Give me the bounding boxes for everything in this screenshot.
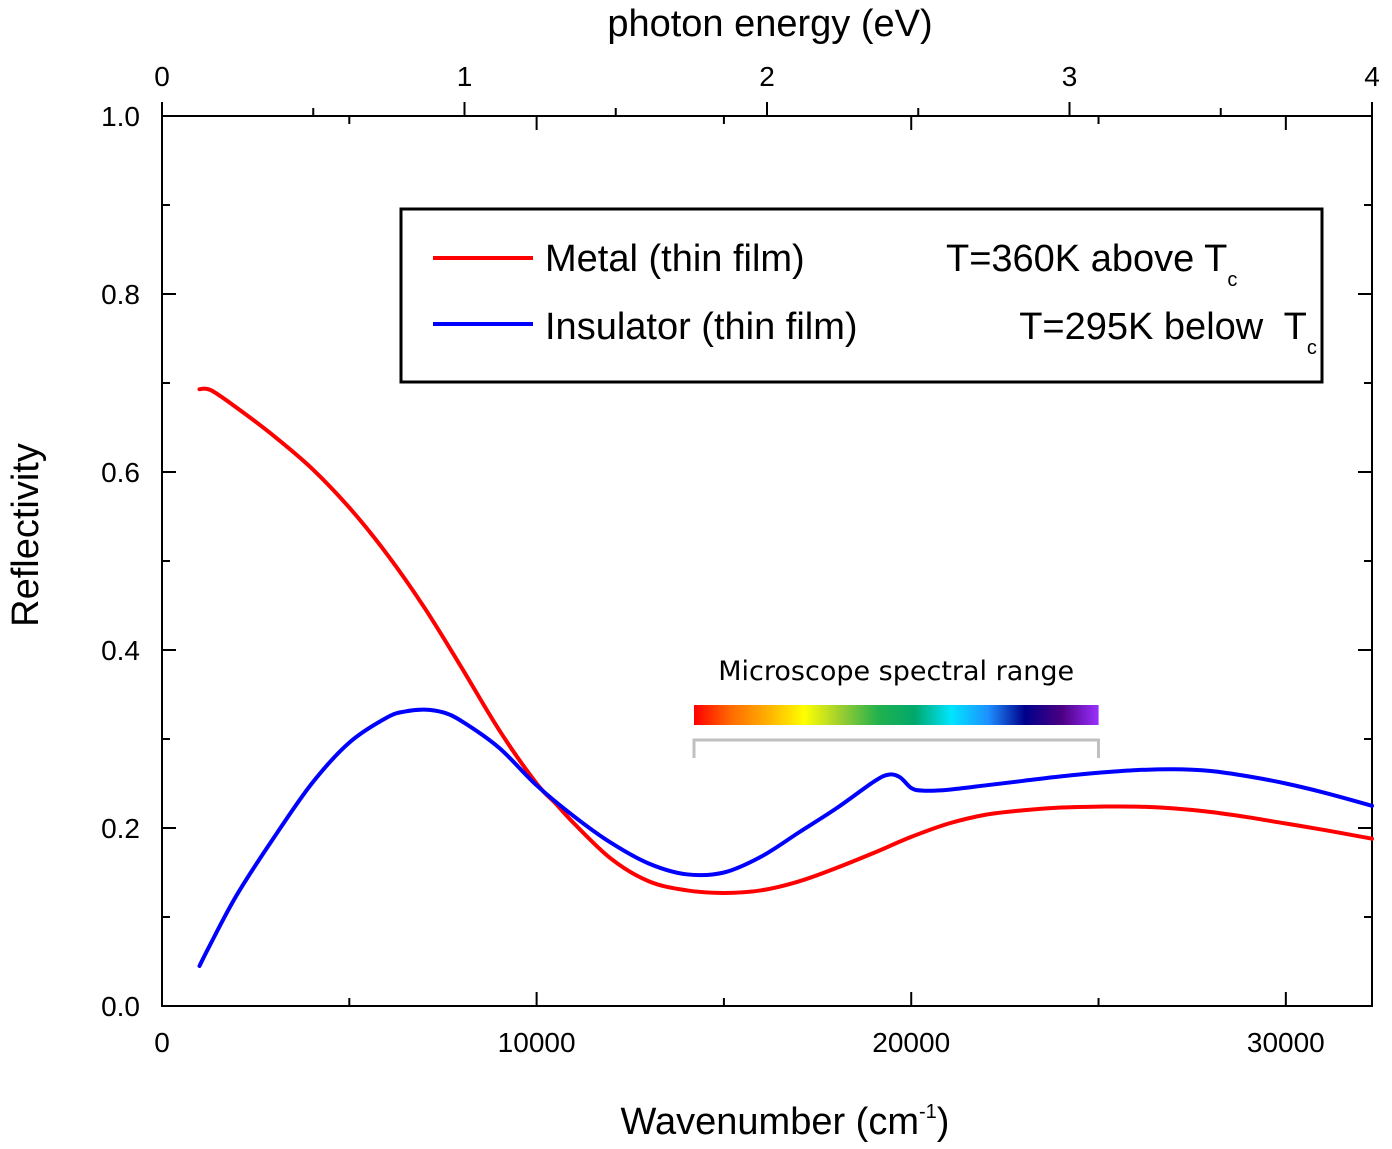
spectrum-color-bar: [694, 705, 1099, 725]
legend-note-insulator-sub: c: [1307, 337, 1317, 359]
top-axis-title: photon energy (eV): [607, 3, 932, 45]
series-lines: [197, 386, 1374, 968]
legend-note-insulator-main: T=295K below T: [1019, 306, 1307, 348]
microscope-range-annotation: Microscope spectral range: [692, 656, 1100, 758]
x-tick-label: 0: [154, 1027, 170, 1058]
legend-note-metal-sub: c: [1227, 269, 1237, 291]
y-tick-label: 0.6: [101, 457, 140, 488]
top-tick-label: 4: [1364, 61, 1380, 92]
legend-note-metal: T=360K above Tc: [946, 238, 1237, 291]
legend-label-metal: Metal (thin film): [545, 238, 805, 280]
legend-label-insulator: Insulator (thin film): [545, 306, 858, 348]
y-tick-label: 0.2: [101, 813, 140, 844]
y-tick-label: 0.8: [101, 279, 140, 310]
top-tick-label: 3: [1062, 61, 1078, 92]
ticks: 0 10000 20000 30000 0 1 2 3 4 0.0 0.2 0.4 0.6 0.8 1.0: [101, 61, 1380, 1058]
top-tick-label: 2: [759, 61, 775, 92]
y-tick-label: 0.4: [101, 635, 140, 666]
top-tick-label: 1: [457, 61, 473, 92]
legend-note-insulator: T=295K below Tc: [946, 306, 1370, 363]
y-tick-label: 0.0: [101, 991, 140, 1022]
range-bracket: [692, 738, 1100, 758]
metal-series-line: [197, 386, 1374, 895]
microscope-range-label: Microscope spectral range: [718, 656, 1074, 687]
insulator-series-line: [197, 707, 1374, 968]
x-axis-title-main: Wavenumber (cm: [621, 1101, 919, 1143]
y-axis-title: Reflectivity: [5, 443, 47, 627]
x-axis-title-sup: -1: [919, 1101, 937, 1123]
x-tick-label: 20000: [872, 1027, 950, 1058]
x-tick-label: 10000: [498, 1027, 576, 1058]
legend-note-metal-main: T=360K above T: [946, 238, 1227, 280]
legend: Metal (thin film) T=360K above Tc Insula…: [399, 207, 1370, 384]
legend-box: [399, 207, 1324, 384]
y-tick-label: 1.0: [101, 101, 140, 132]
top-tick-label: 0: [154, 61, 170, 92]
x-axis-title-end: ): [937, 1101, 950, 1143]
x-tick-label: 30000: [1247, 1027, 1325, 1058]
x-axis-title: Wavenumber (cm-1): [621, 1101, 950, 1143]
